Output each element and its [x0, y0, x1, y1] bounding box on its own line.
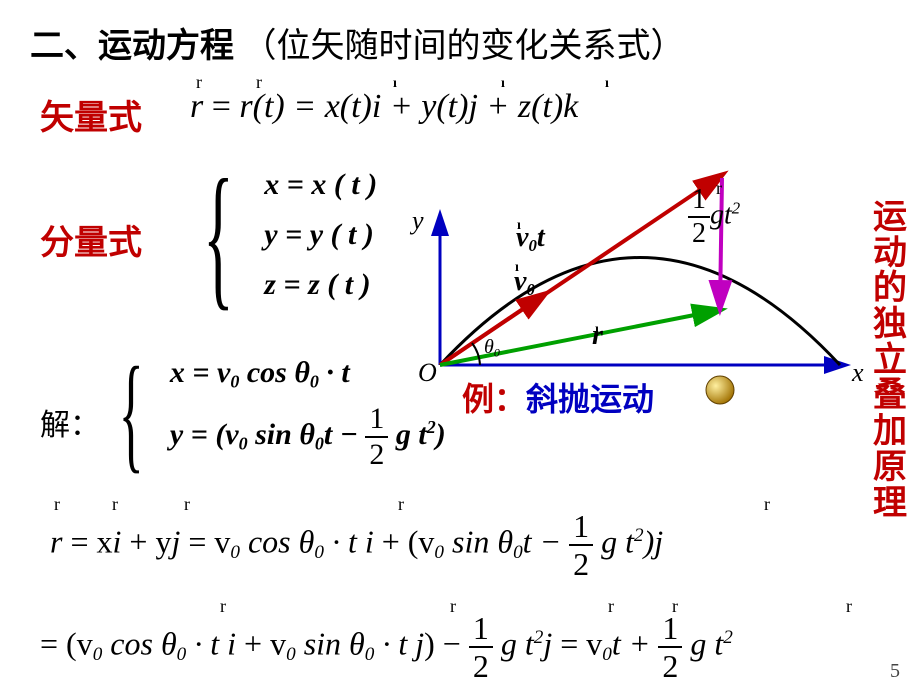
axis-x-label: x: [852, 358, 864, 388]
example-label: 例：斜抛运动: [462, 374, 654, 420]
projectile-diagram: [0, 0, 920, 690]
gt2-label: 12gt2: [688, 186, 740, 248]
slide-number: 5: [890, 660, 900, 683]
vertical-principle: 运动的独立叠加原理: [872, 200, 908, 521]
origin-label: O: [418, 358, 437, 388]
axis-y-label: y: [412, 206, 424, 236]
theta-label: θ0: [484, 336, 500, 361]
